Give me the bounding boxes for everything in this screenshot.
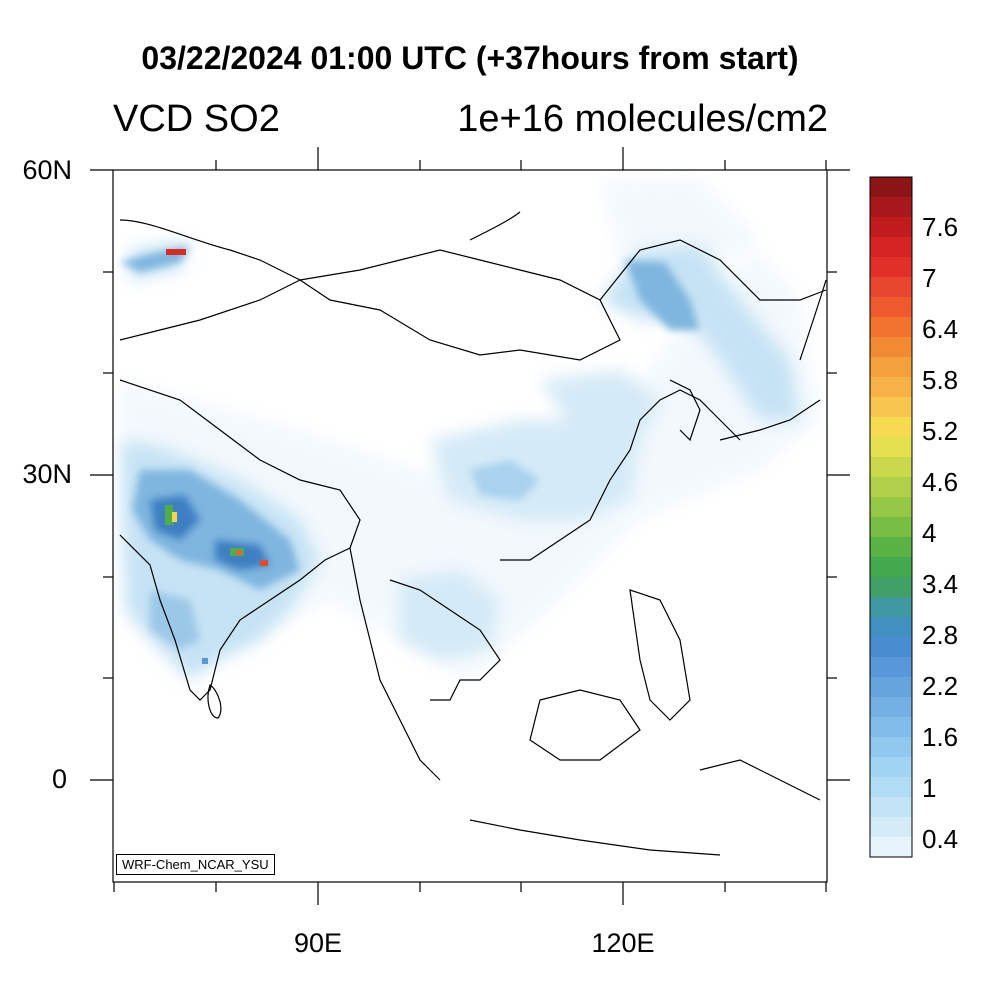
colorbar-swatch [870,777,912,798]
colorbar-swatch [870,457,912,478]
lat-label-0: 0 [51,764,67,794]
colorbar-swatch [870,477,912,498]
hotspot-red [166,249,186,255]
colorbar-tick-label: 5.2 [922,416,959,446]
lat-label-60n: 60N [22,155,72,185]
colorbar-swatch [870,817,912,838]
colorbar-swatch [870,397,912,418]
units-label: 1e+16 molecules/cm2 [457,98,828,140]
colorbar-swatch [870,237,912,258]
colorbar-swatch [870,417,912,438]
lon-label-90e: 90E [293,928,343,958]
colorbar-swatch [870,557,912,578]
colorbar-tick-label: 2.8 [922,620,959,650]
colorbar-tick-label: 1 [922,773,937,803]
lon-label-120e: 120E [591,928,655,958]
lat-label-30n: 30N [22,459,72,489]
colorbar-swatch [870,537,912,558]
colorbar-tick-label: 7.6 [922,212,959,242]
colorbar-swatch [870,437,912,458]
colorbar [870,177,912,858]
colorbar-swatch [870,197,912,218]
variable-label: VCD SO2 [113,98,280,140]
colorbar-swatch [870,637,912,658]
colorbar-tick-label: 4.6 [922,467,959,497]
colorbar-swatch [870,577,912,598]
hotspot-yellow [172,512,177,522]
colorbar-swatch [870,377,912,398]
axis-ticks [90,147,850,905]
colorbar-swatch [870,797,912,818]
colorbar-swatch [870,277,912,298]
colorbar-swatch [870,617,912,638]
coastlines [119,211,827,856]
colorbar-tick-label: 7 [922,263,937,293]
colorbar-tick-label: 2.2 [922,671,959,701]
map-title: 03/22/2024 01:00 UTC (+37hours from star… [141,40,799,76]
colorbar-swatch [870,517,912,538]
colorbar-swatch [870,657,912,678]
colorbar-tick-label: 4 [922,518,937,548]
map-frame [112,169,828,883]
hotspot-orange [236,550,242,555]
colorbar-swatch [870,357,912,378]
colorbar-frame [869,176,913,858]
model-tag: WRF-Chem_NCAR_YSU [116,854,275,875]
colorbar-swatch [870,257,912,278]
colorbar-tick-label: 5.8 [922,365,959,395]
colorbar-swatch [870,677,912,698]
colorbar-swatch [870,297,912,318]
so2-field [120,178,820,680]
colorbar-swatch [870,737,912,758]
colorbar-swatch [870,717,912,738]
colorbar-swatch [870,337,912,358]
colorbar-swatch [870,757,912,778]
colorbar-swatch [870,837,912,858]
colorbar-swatch [870,177,912,198]
colorbar-tick-label: 1.6 [922,722,959,752]
colorbar-swatch [870,497,912,518]
colorbar-swatch [870,597,912,618]
hotspot-blue [202,658,208,664]
colorbar-swatch [870,697,912,718]
colorbar-tick-label: 6.4 [922,314,959,344]
hotspot-green [165,505,173,525]
colorbar-tick-label: 3.4 [922,569,959,599]
colorbar-swatch [870,317,912,338]
hotspot-red [260,560,268,566]
colorbar-tick-label: 0.4 [922,824,959,854]
so2-high-layer [150,249,270,664]
colorbar-swatch [870,217,912,238]
